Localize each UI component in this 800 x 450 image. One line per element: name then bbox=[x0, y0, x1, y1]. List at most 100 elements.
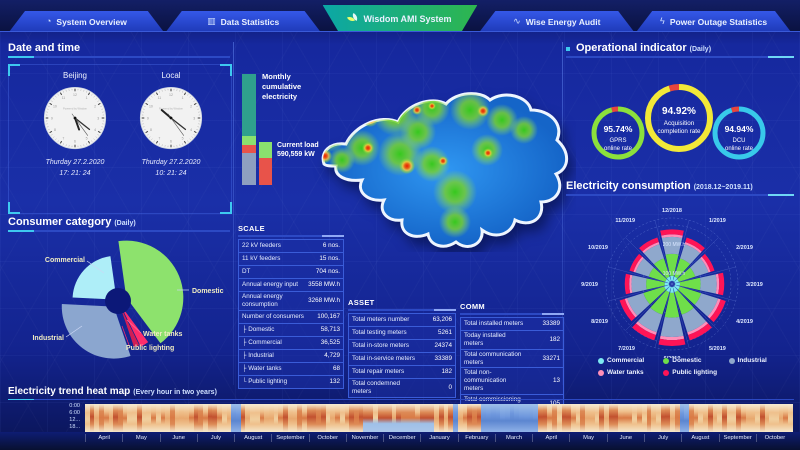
svg-text:7: 7 bbox=[158, 136, 160, 140]
heatmap-column bbox=[184, 404, 189, 432]
heatmap-column bbox=[467, 404, 472, 432]
svg-text:1: 1 bbox=[182, 96, 184, 100]
tab-wisdom-ami-system[interactable]: Wisdom AMI System bbox=[323, 5, 478, 32]
svg-text:4: 4 bbox=[94, 128, 96, 132]
heatmap-hour-axis: 0:00 6:00 12... 18... bbox=[69, 403, 80, 431]
table-underline bbox=[460, 313, 564, 315]
row-value: 182 bbox=[441, 368, 452, 376]
svg-text:2: 2 bbox=[190, 105, 192, 109]
clock-local: Local 1 2 3 4 5 6 7 8 9 10 11 12 Powered by Wisdom T… bbox=[121, 71, 221, 179]
svg-text:12: 12 bbox=[169, 93, 173, 97]
rose-radial-tick: 100 MW.h bbox=[663, 271, 686, 277]
datetime-panel-title: Date and time bbox=[8, 42, 80, 54]
rose-wedge bbox=[629, 274, 633, 294]
heatmap-column bbox=[585, 404, 590, 432]
rose-month-label: 12/2018 bbox=[662, 208, 682, 214]
heatmap-column bbox=[108, 404, 114, 432]
heatmap-column bbox=[490, 404, 496, 432]
heatmap-column bbox=[165, 404, 170, 432]
svg-text:3: 3 bbox=[193, 116, 195, 120]
rose-wedge bbox=[670, 275, 674, 282]
pie-label-public-lighting: Public lighting bbox=[126, 345, 174, 352]
tab-power-outage-statistics[interactable]: ϟ Power Outage Statistics bbox=[636, 11, 791, 32]
leaf-icon bbox=[348, 14, 358, 23]
row-label: ├ Domestic bbox=[242, 325, 275, 333]
bar-segment bbox=[242, 136, 256, 146]
table-row: Annual energy input 3558 MW.h bbox=[238, 278, 344, 292]
tab-data-statistics[interactable]: ▥ Data Statistics bbox=[166, 11, 321, 32]
heatmap-column bbox=[250, 404, 255, 432]
heatmap-column bbox=[391, 404, 397, 432]
rose-wedge bbox=[681, 307, 707, 333]
rose-month-label: 4/2019 bbox=[736, 319, 753, 325]
heatmap-column bbox=[236, 404, 241, 432]
heatmap-column bbox=[471, 404, 477, 432]
gauge-label: online rate bbox=[725, 146, 754, 152]
operational-panel-title: Operational indicator (Daily) bbox=[566, 42, 711, 54]
row-value: 33389 bbox=[542, 320, 560, 328]
rose-wedge bbox=[690, 258, 709, 277]
heatmap-column bbox=[103, 404, 109, 432]
row-label: Total non-communication meters bbox=[464, 369, 507, 393]
heatmap-column bbox=[655, 404, 661, 432]
svg-text:11: 11 bbox=[158, 96, 162, 100]
heatmap-column bbox=[287, 404, 293, 432]
rose-month-label: 11/2019 bbox=[615, 218, 635, 224]
gauge-label: Acquisition bbox=[664, 120, 695, 127]
rose-wedge bbox=[635, 258, 654, 277]
heatmap-column bbox=[89, 404, 95, 432]
heatmap-column bbox=[608, 404, 614, 432]
divider bbox=[233, 42, 234, 385]
heatmap-column bbox=[571, 404, 576, 432]
heatmap-column bbox=[514, 404, 520, 432]
bottom-bar bbox=[0, 432, 800, 450]
pie-slice-industrial bbox=[61, 304, 131, 359]
heatmap-column bbox=[429, 404, 435, 432]
row-value: 3558 MW.h bbox=[308, 281, 340, 289]
heatmap-column bbox=[254, 404, 260, 432]
rose-wedge bbox=[660, 229, 684, 236]
rose-wedge bbox=[633, 256, 644, 273]
heatmap-column bbox=[745, 404, 751, 432]
row-value: 13 bbox=[552, 377, 560, 385]
table-row: Total communication meters 33271 bbox=[460, 348, 564, 369]
heatmap-month-label: September bbox=[718, 434, 756, 442]
row-label: Total testing meters bbox=[352, 329, 407, 337]
rose-wedge bbox=[637, 307, 663, 333]
rose-wedge bbox=[674, 258, 691, 279]
heatmap-column bbox=[320, 404, 326, 432]
row-value: 6 nos. bbox=[322, 242, 340, 250]
heatmap-column bbox=[325, 404, 331, 432]
consumer-panel-title: Consumer category (Daily) bbox=[8, 216, 136, 228]
heatmap-column bbox=[231, 404, 236, 432]
legend-dot bbox=[663, 357, 670, 364]
rose-radial-tick: 200 MW.h bbox=[663, 242, 686, 248]
tab-system-overview[interactable]: ◔ System Overview bbox=[9, 11, 164, 32]
table-title: SCALE bbox=[238, 224, 265, 233]
heatmap-column bbox=[316, 404, 321, 432]
heatmap-column bbox=[523, 404, 529, 432]
row-value: 63,206 bbox=[432, 316, 452, 324]
svg-text:4: 4 bbox=[190, 128, 192, 132]
gauge-label: online rate bbox=[604, 146, 633, 152]
heatmap-month-axis: April May June July August September October No… bbox=[85, 434, 793, 442]
rose-wedge bbox=[687, 321, 709, 335]
row-label: ├ Commercial bbox=[242, 338, 282, 346]
tab-wise-energy-audit[interactable]: ∿ Wise Energy Audit bbox=[479, 11, 634, 32]
heatmap-column bbox=[566, 404, 572, 432]
heatmap-column bbox=[561, 404, 567, 432]
datetime-frame: Beijing 1 2 3 4 5 6 7 8 9 10 11 12 Powered by Wisdom… bbox=[8, 64, 232, 214]
rose-wedge bbox=[642, 242, 660, 254]
tab-label: Data Statistics bbox=[220, 16, 280, 27]
rose-wedge bbox=[658, 338, 686, 346]
heatmap-column bbox=[764, 404, 770, 432]
heatmap-month-label: April bbox=[85, 434, 122, 442]
header-underline bbox=[566, 194, 794, 196]
heatmap-month-label: May bbox=[122, 434, 159, 442]
rose-wedge bbox=[685, 237, 705, 252]
row-value: 0 bbox=[448, 383, 452, 391]
heatmap-month-label: December bbox=[383, 434, 420, 442]
heatmap-column bbox=[410, 404, 416, 432]
rose-month-label: 6/2019 bbox=[664, 356, 681, 358]
row-value: 33389 bbox=[434, 355, 452, 363]
